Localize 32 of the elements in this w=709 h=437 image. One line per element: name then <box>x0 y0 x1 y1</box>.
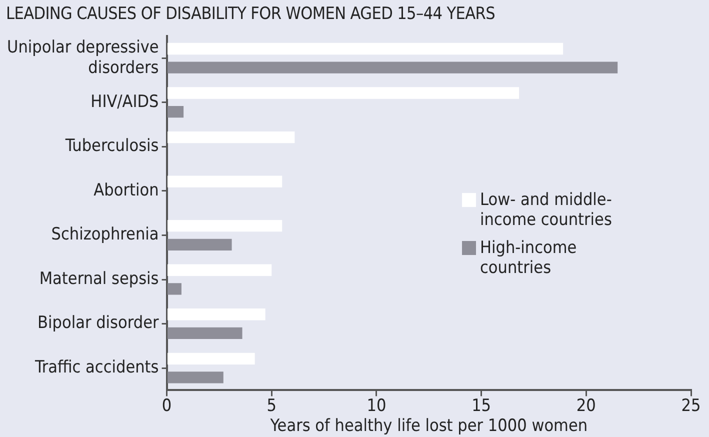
x-tick-label: 10 <box>366 396 386 416</box>
y-tick-label: Traffic accidents <box>34 357 159 378</box>
bar <box>168 220 282 232</box>
bar <box>168 131 295 144</box>
x-axis-title: Years of healthy life lost per 1000 women <box>269 416 588 436</box>
bar <box>168 87 520 99</box>
y-tick-label: Unipolar depressive disorders <box>7 37 159 78</box>
y-tick-label: Abortion <box>94 180 159 200</box>
bar <box>168 62 618 74</box>
bar <box>168 42 564 55</box>
x-tick-label: 5 <box>266 396 276 416</box>
x-tick-label: 15 <box>472 396 492 416</box>
x-tick-label: 20 <box>576 396 596 416</box>
bar <box>168 308 266 320</box>
bar <box>168 283 182 295</box>
y-tick-label: Maternal sepsis <box>39 268 159 289</box>
bar <box>168 352 255 364</box>
bar <box>168 106 184 118</box>
bar <box>168 372 224 384</box>
x-tick-label: 25 <box>681 396 701 416</box>
y-tick-label: Bipolar disorder <box>38 313 160 334</box>
y-tick-label: Schizophrenia <box>51 224 159 245</box>
chart-title: LEADING CAUSES OF DISABILITY FOR WOMEN AGED 15–44 YEARS <box>6 4 496 24</box>
bar <box>168 238 232 250</box>
y-tick-label: Tuberculosis <box>64 136 159 156</box>
bar <box>168 264 272 276</box>
y-tick-label: HIV/AIDS <box>90 92 159 112</box>
legend-label: High-income countries <box>480 238 578 278</box>
bar <box>168 176 282 188</box>
x-tick-label: 0 <box>162 396 172 416</box>
legend-label: Low- and middle-income countries <box>480 190 613 230</box>
bar <box>168 327 242 340</box>
